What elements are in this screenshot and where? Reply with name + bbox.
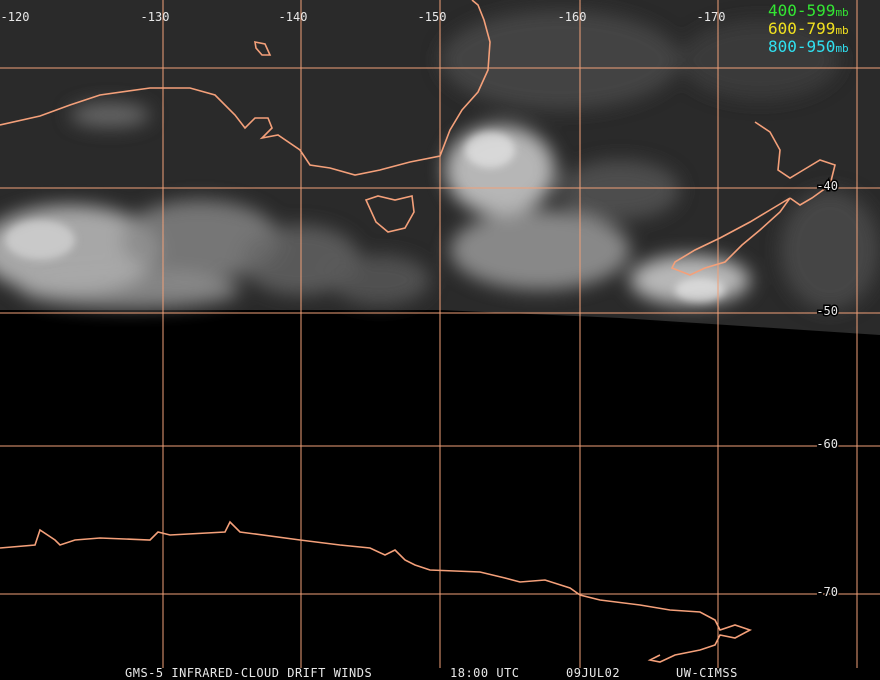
legend-range: 600-799: [768, 19, 835, 38]
cloud-detail: [5, 132, 725, 302]
legend-entry: 600-799mb: [768, 19, 849, 38]
legend-unit: mb: [835, 42, 848, 55]
longitude-label: -150: [418, 10, 447, 24]
longitude-label: -160: [558, 10, 587, 24]
latitude-label: -70: [816, 585, 838, 599]
latitude-label: -40: [816, 179, 838, 193]
latitude-label: -60: [816, 437, 838, 451]
longitude-label: -130: [141, 10, 170, 24]
footer-text: 09JUL02: [566, 666, 620, 680]
longitude-label: -170: [697, 10, 726, 24]
legend-range: 800-950: [768, 37, 835, 56]
legend-unit: mb: [835, 6, 848, 19]
footer-text: GMS-5 INFRARED-CLOUD DRIFT WINDS: [125, 666, 372, 680]
legend-unit: mb: [835, 24, 848, 37]
longitude-label: -140: [279, 10, 308, 24]
legend-entry: 800-950mb: [768, 37, 849, 56]
longitude-label: -120: [1, 10, 30, 24]
coastlines: [0, 0, 836, 663]
legend-range: 400-599: [768, 1, 835, 20]
footer-text: UW-CIMSS: [676, 666, 738, 680]
legend-entry: 400-599mb: [768, 1, 849, 20]
footer-text: 18:00 UTC: [450, 666, 520, 680]
latitude-label: -50: [816, 304, 838, 318]
